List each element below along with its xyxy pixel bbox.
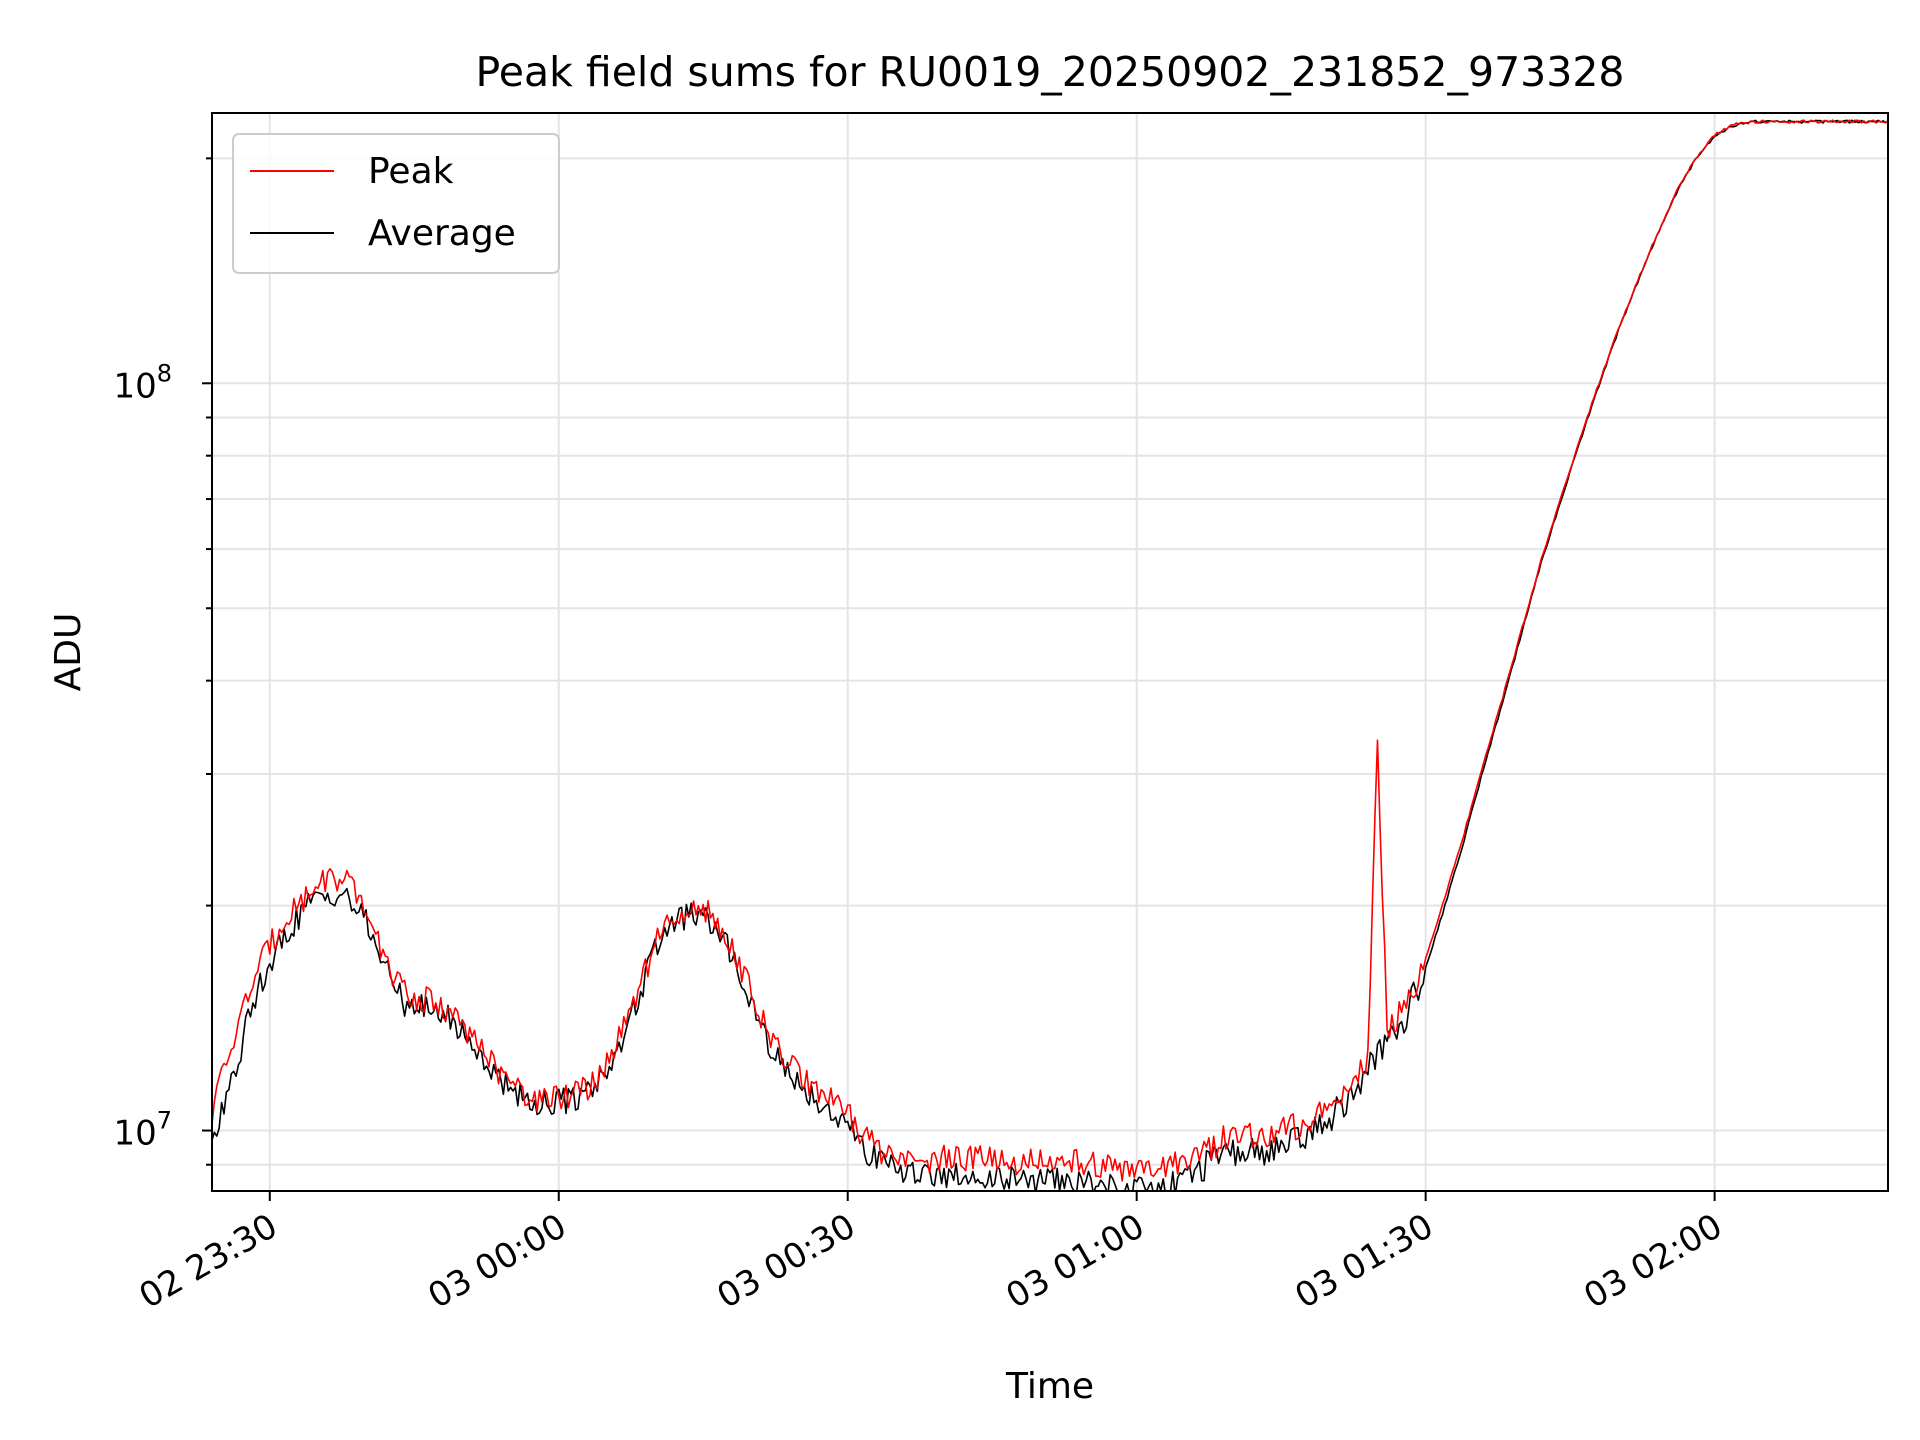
y-tick-label: 108 [113,359,172,406]
grid [212,113,1888,1191]
y-axis-label: ADU [48,613,89,692]
chart-title: Peak field sums for RU0019_20250902_2318… [475,48,1624,96]
x-axis-label: Time [1005,1366,1094,1407]
legend-label-average: Average [368,213,516,254]
series-layer [212,119,1888,1191]
legend-label-peak: Peak [368,151,454,192]
plot-area [212,113,1888,1191]
legend-box [232,133,560,274]
series-line-peak [212,119,1888,1182]
legend: Peak Average [232,133,560,274]
y-tick-label: 107 [113,1107,172,1154]
plot-frame [211,112,1889,1192]
